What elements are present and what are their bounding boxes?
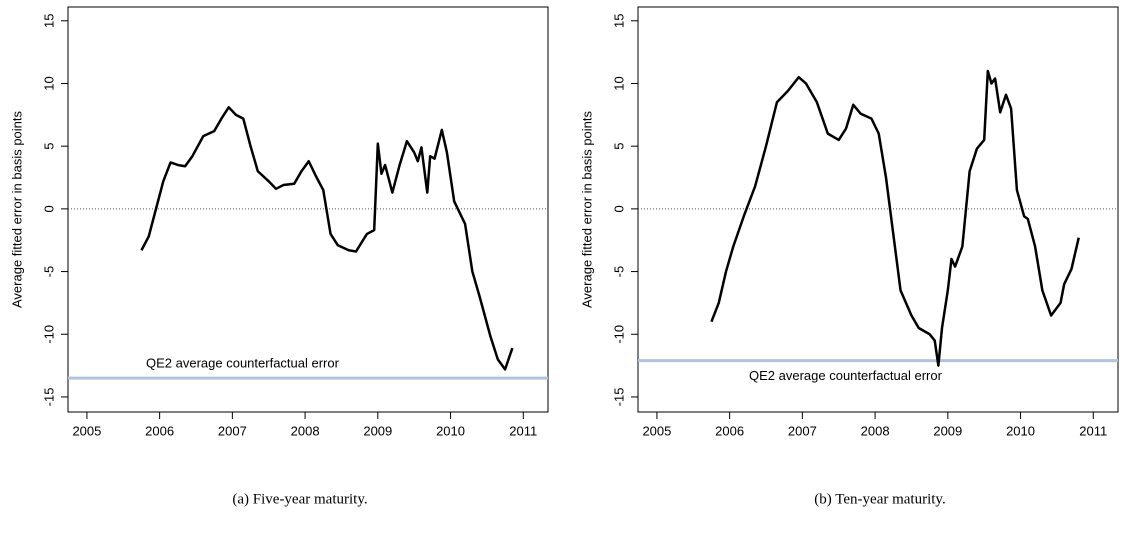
reference-label: QE2 average counterfactual error (749, 368, 943, 383)
y-tick-label: 5 (611, 143, 626, 150)
caption: (b) Ten-year maturity. (814, 491, 945, 507)
y-axis-label: Average fitted error in basis points (9, 110, 24, 308)
reference-label: QE2 average counterfactual error (146, 356, 340, 371)
y-tick-label: 10 (41, 76, 56, 90)
x-tick-label: 2006 (145, 423, 174, 438)
x-tick-label: 2009 (933, 423, 962, 438)
y-tick-label: -15 (611, 388, 626, 407)
y-tick-label: 15 (41, 14, 56, 28)
x-tick-label: 2008 (861, 423, 890, 438)
plot-frame (67, 6, 549, 413)
y-tick-label: -10 (41, 325, 56, 344)
x-tick-label: 2007 (218, 423, 247, 438)
x-tick-label: 2010 (1006, 423, 1035, 438)
x-tick-label: 2005 (72, 423, 101, 438)
y-tick-label: 10 (611, 76, 626, 90)
y-tick-label: -10 (611, 325, 626, 344)
x-tick-label: 2005 (642, 423, 671, 438)
y-tick-label: -15 (41, 388, 56, 407)
y-tick-label: -5 (611, 266, 626, 278)
series-line (140, 106, 514, 371)
plot-frame (637, 6, 1119, 413)
y-tick-label: -5 (41, 266, 56, 278)
y-tick-label: 0 (41, 205, 56, 212)
x-tick-label: 2011 (1079, 423, 1107, 438)
y-axis-label: Average fitted error in basis points (579, 110, 594, 308)
y-tick-label: 0 (611, 205, 626, 212)
x-tick-label: 2007 (788, 423, 817, 438)
x-tick-label: 2006 (715, 423, 744, 438)
x-tick-label: 2008 (291, 423, 320, 438)
y-tick-label: 15 (611, 14, 626, 28)
x-tick-label: 2009 (363, 423, 392, 438)
series-line (710, 69, 1080, 367)
x-tick-label: 2011 (509, 423, 537, 438)
y-tick-label: 5 (41, 143, 56, 150)
caption: (a) Five-year maturity. (232, 491, 367, 507)
x-tick-label: 2010 (436, 423, 465, 438)
